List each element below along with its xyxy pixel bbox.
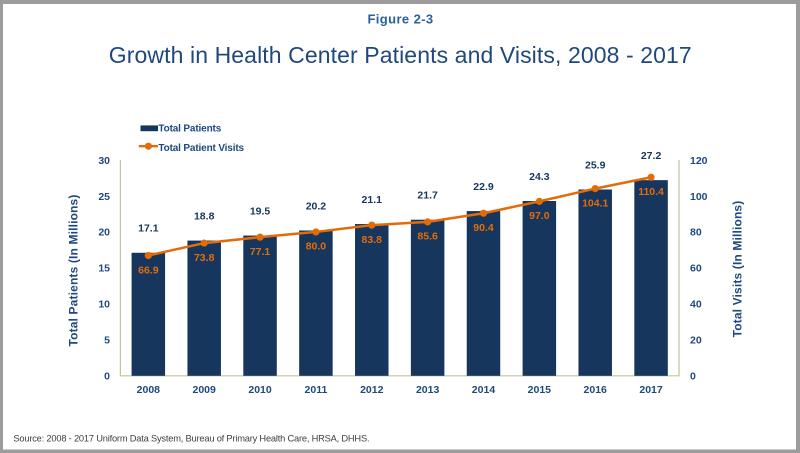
svg-text:30: 30 [98,155,110,167]
svg-text:20.2: 20.2 [306,200,327,212]
svg-text:19.5: 19.5 [250,205,271,217]
svg-text:Total Patients: Total Patients [158,124,221,135]
svg-text:2008: 2008 [137,384,161,396]
svg-text:18.8: 18.8 [194,210,215,222]
svg-text:85.6: 85.6 [417,231,438,243]
svg-text:15: 15 [98,263,110,275]
svg-text:0: 0 [104,371,110,383]
svg-text:83.8: 83.8 [362,234,383,246]
svg-text:Source: 2008 - 2017 Uniform Da: Source: 2008 - 2017 Uniform Data System,… [13,434,369,444]
svg-text:5: 5 [104,335,110,347]
svg-text:97.0: 97.0 [529,210,550,222]
svg-text:73.8: 73.8 [194,252,215,264]
svg-text:20: 20 [98,227,110,239]
svg-text:2012: 2012 [360,384,384,396]
svg-text:2017: 2017 [639,384,663,396]
svg-text:10: 10 [98,299,110,311]
svg-text:40: 40 [690,299,702,311]
svg-text:22.9: 22.9 [473,181,494,193]
svg-text:Growth in Health Center Patien: Growth in Health Center Patients and Vis… [109,42,692,68]
svg-text:Figure 2-3: Figure 2-3 [367,12,433,27]
svg-text:2009: 2009 [193,384,217,396]
svg-text:60: 60 [690,263,702,275]
svg-text:24.3: 24.3 [529,171,550,183]
svg-text:21.7: 21.7 [417,190,438,202]
svg-text:80.0: 80.0 [306,241,327,253]
svg-text:25: 25 [98,191,110,203]
svg-text:2010: 2010 [248,384,272,396]
svg-text:120: 120 [690,155,708,167]
svg-text:77.1: 77.1 [250,246,271,258]
svg-text:Total Visits (In Millions): Total Visits (In Millions) [730,201,744,338]
svg-text:2015: 2015 [528,384,552,396]
svg-text:Total Patient Visits: Total Patient Visits [158,143,244,154]
svg-text:17.1: 17.1 [138,223,159,235]
svg-text:21.1: 21.1 [362,194,383,206]
svg-text:0: 0 [690,371,696,383]
svg-text:100: 100 [690,191,708,203]
svg-text:80: 80 [690,227,702,239]
svg-text:25.9: 25.9 [585,159,606,171]
svg-text:104.1: 104.1 [582,197,608,209]
svg-text:90.4: 90.4 [473,222,494,234]
svg-text:2016: 2016 [584,384,608,396]
svg-text:2014: 2014 [472,384,496,396]
svg-text:110.4: 110.4 [638,186,664,198]
svg-text:66.9: 66.9 [138,264,159,276]
svg-text:Total Patients (In Millions): Total Patients (In Millions) [66,195,80,347]
svg-text:27.2: 27.2 [641,150,662,162]
svg-text:2011: 2011 [305,384,328,396]
svg-text:2013: 2013 [416,384,440,396]
svg-text:20: 20 [690,335,702,347]
